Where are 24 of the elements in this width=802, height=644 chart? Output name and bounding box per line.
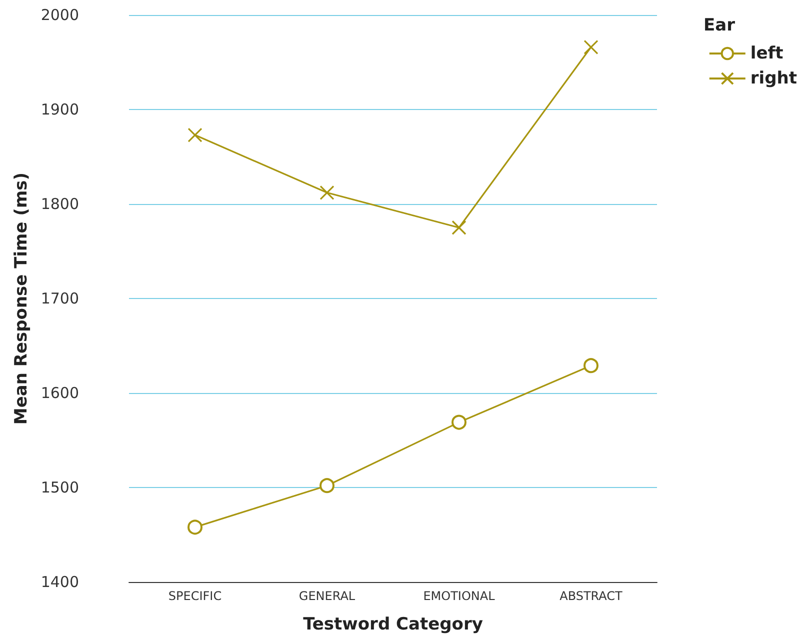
x-tick-label: EMOTIONAL bbox=[423, 589, 496, 603]
y-tick-label: 1700 bbox=[40, 290, 79, 308]
y-tick-label: 1600 bbox=[40, 384, 79, 402]
point bbox=[320, 478, 334, 494]
point bbox=[188, 520, 202, 535]
y-tick-label: 1400 bbox=[40, 573, 79, 591]
y-tick-label: 1900 bbox=[40, 100, 79, 118]
y-axis-title: Mean Response Time (ms) bbox=[11, 172, 32, 425]
point bbox=[452, 220, 466, 235]
y-tick-label: 2000 bbox=[40, 6, 79, 24]
point bbox=[188, 128, 202, 142]
point bbox=[584, 358, 598, 374]
x-tick-label: GENERAL bbox=[298, 589, 356, 603]
point bbox=[320, 185, 334, 200]
y-tick-label: 1800 bbox=[40, 195, 79, 213]
y-tick-label: 1500 bbox=[40, 478, 79, 496]
point bbox=[584, 40, 598, 54]
x-tick-label: SPECIFIC bbox=[168, 589, 222, 603]
point bbox=[452, 414, 466, 430]
x-tick-label: ABSTRACT bbox=[560, 589, 624, 603]
legend-label: right bbox=[750, 68, 797, 88]
legend-label: left bbox=[750, 44, 784, 64]
x-axis-title: Testword Category bbox=[303, 614, 483, 634]
legend-title: Ear bbox=[704, 16, 736, 36]
